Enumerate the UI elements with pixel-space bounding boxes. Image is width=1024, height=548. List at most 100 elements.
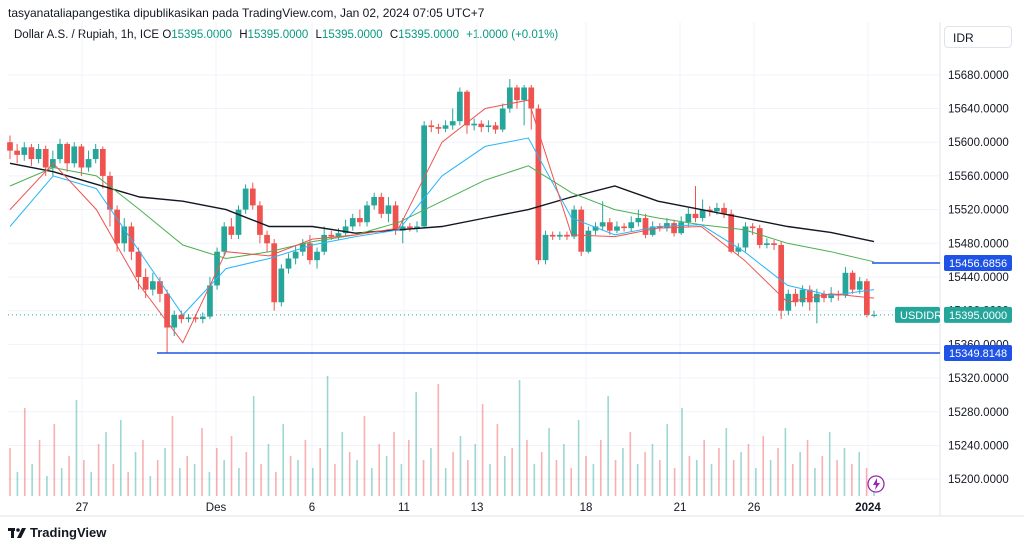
candle-body — [792, 293, 799, 303]
candle — [371, 192, 378, 210]
volume-bar — [629, 432, 632, 496]
candle — [7, 135, 13, 160]
volume-bar — [363, 416, 366, 496]
candle — [549, 231, 556, 240]
candle-body — [464, 91, 470, 126]
candle-body — [364, 205, 370, 223]
candle — [749, 223, 756, 235]
candle-body — [685, 213, 692, 223]
candle-body — [485, 125, 492, 128]
candle — [235, 205, 242, 240]
candle-body — [307, 243, 313, 261]
candle — [392, 201, 399, 235]
candle-body — [864, 281, 870, 315]
candle-body — [428, 125, 435, 128]
volume-bar — [518, 380, 521, 496]
candle-body — [278, 268, 285, 303]
candle — [735, 243, 742, 256]
candle-body — [671, 223, 677, 234]
volume-bar — [858, 452, 861, 496]
attribution-text: tasyanataliapangestika dipublikasikan pa… — [8, 6, 485, 20]
volume-bar — [747, 444, 750, 496]
candle-body — [221, 226, 228, 252]
candle-body — [814, 293, 820, 303]
volume-bar — [673, 468, 676, 496]
candle-body — [849, 272, 856, 290]
volume-bar — [666, 424, 669, 496]
candle — [585, 226, 592, 254]
volume-bar — [599, 440, 602, 496]
volume-bar — [134, 452, 137, 496]
brand-logo-area[interactable]: TradingView — [8, 525, 106, 540]
candle — [685, 207, 692, 227]
candle-body — [242, 188, 249, 210]
candle-body — [456, 91, 463, 122]
volume-bar — [68, 456, 70, 496]
candle-body — [71, 146, 78, 164]
candle-body — [571, 209, 577, 237]
candle-body — [328, 234, 335, 237]
volume-bar — [755, 468, 757, 496]
volume-bar — [319, 448, 321, 496]
candle-body — [57, 143, 63, 160]
volume-bar — [467, 460, 469, 496]
candle-body — [228, 226, 235, 235]
candle-body — [7, 142, 13, 151]
candle — [871, 310, 877, 318]
candle — [478, 120, 485, 133]
volume-bar — [444, 468, 447, 496]
candle — [314, 247, 320, 269]
volume-bar — [171, 416, 174, 496]
volume-bar — [238, 468, 240, 496]
candle-body — [214, 251, 220, 286]
candle-body — [42, 148, 49, 168]
volume-bars — [9, 376, 875, 496]
candle — [364, 201, 370, 227]
volume-bar — [415, 392, 417, 496]
candle-body — [764, 243, 770, 245]
volume-bar — [245, 452, 248, 496]
volume-bar — [769, 460, 772, 496]
candle — [357, 209, 363, 227]
volume-bar — [23, 408, 26, 496]
candle-body — [585, 230, 592, 252]
candle-body — [371, 196, 378, 206]
candle — [107, 171, 113, 227]
lightning-icon[interactable] — [867, 475, 885, 493]
candle — [721, 202, 727, 219]
low-value: 15395.0000 — [321, 29, 383, 41]
candle-body — [442, 125, 449, 129]
candle — [542, 230, 549, 265]
candle-body — [564, 234, 570, 237]
open-label: O — [162, 29, 172, 41]
candle-body — [578, 209, 585, 252]
candle-body — [821, 293, 827, 299]
volume-bar — [334, 464, 336, 496]
price-level-lines — [8, 262, 940, 354]
candle — [692, 186, 699, 223]
candle-body — [599, 222, 606, 227]
candle-body — [656, 226, 663, 229]
candle — [606, 218, 613, 235]
volume-bar — [142, 440, 144, 496]
candle — [449, 108, 456, 130]
candle-body — [542, 234, 549, 261]
candle-body — [614, 226, 620, 231]
volume-bar — [407, 440, 410, 496]
candle — [771, 239, 777, 251]
volume-bar — [9, 448, 11, 496]
volume-bar — [791, 464, 794, 496]
volume-bar — [75, 400, 78, 496]
candle-body — [335, 233, 342, 237]
close-value: 15395.0000 — [398, 29, 459, 41]
candle-body — [114, 209, 120, 244]
candle-body — [292, 251, 299, 259]
volume-bar — [282, 424, 285, 496]
ema-line — [9, 162, 875, 243]
x-tick-label: 18 — [580, 502, 593, 514]
currency-button[interactable]: IDR — [944, 26, 1012, 48]
candle — [514, 84, 520, 109]
volume-bar — [828, 432, 831, 496]
candle — [278, 264, 285, 307]
